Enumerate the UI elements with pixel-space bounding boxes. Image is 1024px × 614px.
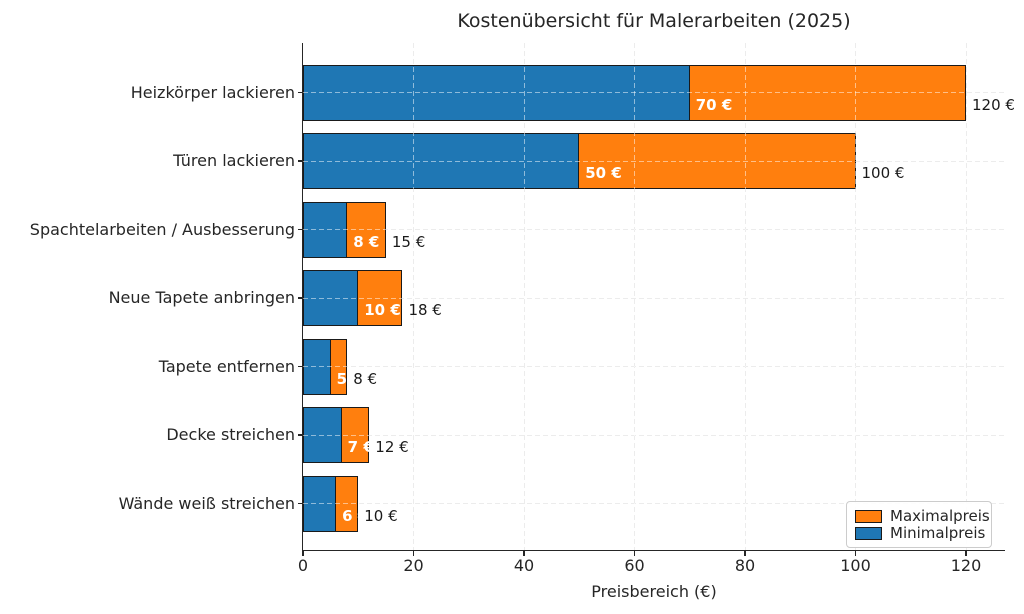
gridline-y-2-overlay — [303, 229, 1005, 230]
gridline-x-120-overlay — [965, 43, 967, 551]
legend-label: Maximalpreis — [890, 507, 990, 525]
x-tick-label-0: 0 — [297, 556, 309, 575]
y-tick-label-4: Tapete entfernen — [158, 356, 295, 376]
chart-title: Kostenübersicht für Malerarbeiten (2025) — [457, 10, 851, 32]
x-tick-100 — [854, 551, 857, 556]
bar-value-max-1: 100 € — [861, 164, 905, 182]
x-axis-label: Preisbereich (€) — [591, 582, 717, 601]
gridline-y-5-overlay — [303, 434, 1005, 436]
bar-value-min-2: 8 € — [353, 232, 380, 251]
x-tick-20 — [412, 551, 415, 556]
x-axis-spine — [303, 549, 1005, 552]
bar-value-min-5: 7 € — [347, 438, 374, 456]
legend: Maximalpreis Minimalpreis — [846, 501, 992, 548]
plot-area: 70 €120 €50 €100 €8 €15 €10 €18 €5 €8 €7… — [303, 43, 1015, 551]
x-tick-label-80: 80 — [734, 556, 756, 575]
y-tick-4 — [297, 365, 303, 368]
x-tick-label-120: 120 — [950, 556, 982, 575]
y-tick-label-2: Spachtelarbeiten / Ausbesserung — [29, 219, 295, 239]
bar-value-min-0: 70 € — [695, 95, 733, 114]
bar-value-max-2: 15 € — [391, 232, 426, 251]
y-tick-2 — [297, 228, 303, 231]
y-tick-0 — [297, 91, 303, 94]
y-tick-6 — [297, 502, 303, 505]
legend-entry-minimalpreis: Minimalpreis — [855, 524, 986, 542]
x-tick-120 — [965, 551, 967, 556]
y-tick-label-1: Türen lackieren — [173, 151, 295, 170]
x-tick-label-100: 100 — [840, 556, 871, 575]
gridline-y-3-overlay — [303, 297, 1005, 299]
bar-value-max-4: 8 € — [353, 369, 378, 388]
legend-swatch-blue — [855, 526, 882, 540]
y-tick-3 — [297, 297, 303, 299]
x-tick-0 — [302, 551, 304, 556]
y-tick-label-6: Wände weiß streichen — [118, 493, 295, 513]
bar-value-min-4: 5 € — [336, 369, 363, 388]
bar-value-min-1: 50 € — [585, 164, 622, 182]
x-tick-label-60: 60 — [624, 556, 645, 575]
legend-swatch-orange — [855, 509, 882, 523]
y-tick-label-0: Heizkörper lackieren — [130, 82, 295, 102]
gridline-y-6-overlay — [303, 503, 1005, 504]
x-tick-label-20: 20 — [403, 556, 424, 575]
bar-value-min-6: 6 € — [342, 506, 369, 525]
bar-value-max-6: 10 € — [364, 506, 398, 525]
legend-entry-maximalpreis: Maximalpreis — [855, 507, 990, 525]
y-tick-5 — [297, 434, 303, 436]
y-tick-label-3: Neue Tapete anbringen — [108, 288, 295, 307]
x-tick-label-40: 40 — [513, 556, 535, 575]
bar-value-max-0: 120 € — [972, 95, 1015, 114]
y-tick-1 — [297, 160, 303, 162]
gridline-x-60-overlay — [634, 43, 635, 551]
y-axis-spine — [301, 43, 303, 551]
gridline-x-20-overlay — [413, 43, 414, 551]
gridline-x-100-overlay — [855, 43, 856, 551]
gridline-x-40-overlay — [523, 43, 525, 551]
bar-value-min-3: 10 € — [364, 301, 401, 319]
bar-value-max-5: 12 € — [375, 438, 409, 456]
x-tick-40 — [523, 551, 525, 556]
gridline-x-80-overlay — [744, 43, 746, 551]
gridline-y-1-overlay — [303, 160, 1005, 162]
gridline-y-0-overlay — [303, 92, 1005, 93]
y-tick-label-5: Decke streichen — [166, 425, 295, 444]
x-tick-80 — [744, 551, 746, 556]
x-tick-60 — [633, 551, 636, 556]
gridline-y-4-overlay — [303, 366, 1005, 367]
bar-value-max-3: 18 € — [408, 301, 442, 319]
legend-label: Minimalpreis — [890, 524, 986, 542]
